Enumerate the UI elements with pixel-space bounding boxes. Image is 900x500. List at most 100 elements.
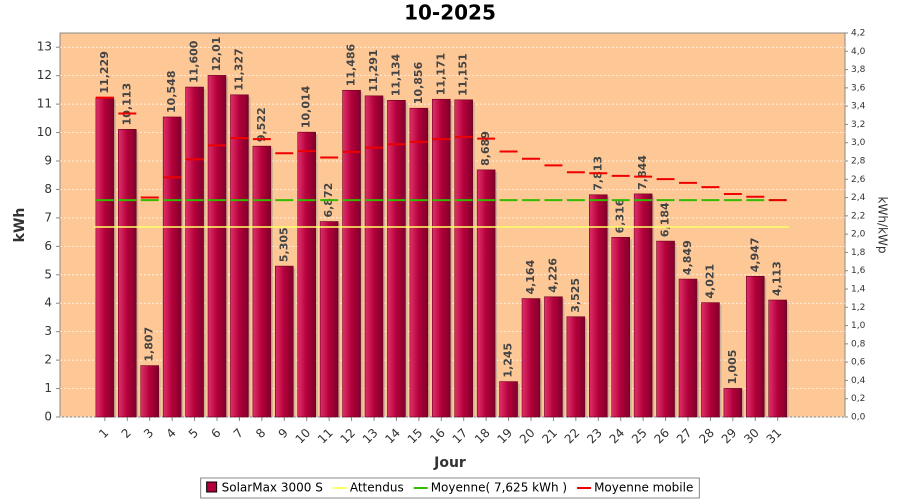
value-label: 11,151: [457, 53, 470, 95]
value-label: 10,113: [120, 83, 133, 125]
bar: [476, 169, 496, 418]
x-tick-label: 15: [405, 426, 426, 447]
value-label: 7,844: [636, 155, 649, 190]
y2-tick-label: 3,6: [851, 83, 866, 93]
value-label: 3,525: [569, 278, 582, 313]
x-tick-label: 9: [276, 426, 291, 441]
value-label: 4,164: [524, 259, 537, 294]
bar: [633, 193, 653, 418]
value-label: 11,134: [389, 54, 402, 97]
y2-tick-label: 3,0: [851, 138, 866, 148]
y-tick-label: 13: [37, 40, 52, 54]
x-tick-label: 1: [96, 426, 111, 441]
x-tick-label: 4: [163, 426, 178, 441]
bar: [768, 299, 787, 418]
x-tick-label: 24: [607, 426, 628, 447]
bar: [364, 95, 384, 418]
bar: [409, 107, 429, 418]
y2-tick-label: 0,6: [851, 358, 866, 368]
bar: [140, 365, 159, 418]
value-label: 9,522: [255, 107, 268, 142]
bar: [342, 89, 361, 418]
value-label: 10,856: [412, 61, 425, 104]
value-label: 11,171: [434, 53, 447, 95]
x-tick-label: 16: [427, 426, 448, 447]
bar: [656, 240, 675, 418]
bar: [589, 194, 608, 418]
y2-tick-label: 4,2: [851, 29, 865, 39]
legend: SolarMax 3000 S Attendus Moyenne( 7,625 kW…: [200, 477, 700, 499]
x-axis-title: Jour: [433, 455, 466, 471]
y2-tick-label: 0,8: [851, 339, 866, 349]
bar: [499, 381, 518, 418]
y2-tick-label: 4,0: [851, 47, 866, 57]
value-label: 1,245: [502, 343, 515, 378]
y2-tick-label: 2,4: [851, 193, 866, 203]
y2-tick-label: 2,0: [851, 230, 866, 240]
x-tick-label: 19: [494, 426, 515, 447]
value-label: 4,849: [681, 240, 694, 275]
y2-tick-label: 3,4: [851, 102, 866, 112]
x-tick-label: 6: [208, 426, 223, 441]
y2-tick-label: 1,0: [851, 321, 866, 331]
value-label: 4,113: [771, 261, 784, 296]
y-tick-label: 5: [44, 267, 52, 281]
y-axis-title: kWh: [12, 208, 28, 243]
x-tick-label: 29: [719, 426, 740, 447]
y2-tick-label: 3,8: [851, 65, 866, 75]
x-tick-label: 25: [629, 426, 650, 447]
bar: [319, 221, 339, 418]
x-tick-label: 21: [539, 426, 560, 447]
x-tick-label: 23: [584, 426, 605, 447]
value-label: 1,807: [143, 327, 156, 362]
bar: [252, 145, 272, 418]
y2-tick-label: 1,8: [851, 248, 866, 258]
x-tick-label: 12: [337, 426, 358, 447]
bar: [544, 296, 563, 418]
value-label: 11,291: [367, 49, 380, 91]
y-tick-label: 7: [44, 210, 52, 224]
value-label: 1,005: [726, 350, 739, 385]
bar: [611, 237, 630, 418]
x-tick-label: 17: [450, 426, 471, 447]
chart-title: 10-2025: [404, 1, 496, 25]
x-tick-label: 2: [119, 426, 134, 441]
legend-box: [200, 477, 700, 499]
x-tick-label: 26: [651, 426, 672, 447]
y-tick-label: 9: [44, 154, 52, 168]
bar: [95, 97, 115, 418]
bar: [230, 94, 249, 418]
value-label: 11,486: [345, 43, 358, 86]
legend-label: SolarMax 3000 S: [222, 481, 323, 495]
legend-label: Moyenne mobile: [594, 481, 693, 495]
value-label: 10,014: [300, 85, 313, 128]
bar: [297, 131, 316, 418]
x-tick-label: 31: [764, 426, 785, 447]
y-tick-label: 0: [44, 410, 52, 424]
x-tick-label: 3: [141, 426, 156, 441]
value-label: 4,226: [546, 258, 559, 293]
y2-tick-label: 2,2: [851, 211, 865, 221]
value-label: 10,548: [165, 71, 178, 113]
y2-tick-label: 3,2: [851, 120, 865, 130]
value-label: 4,947: [748, 237, 761, 272]
x-tick-label: 8: [253, 426, 268, 441]
value-label: 11,229: [98, 51, 111, 93]
x-tick-label: 30: [741, 426, 762, 447]
y2-tick-label: 2,6: [851, 175, 866, 185]
y-tick-label: 10: [37, 125, 52, 139]
bar: [162, 116, 182, 418]
value-label: 5,305: [277, 227, 290, 262]
bar: [387, 99, 406, 418]
value-label: 11,327: [232, 48, 245, 90]
bar: [566, 316, 586, 418]
y2-axis-title: kWh/kWp: [876, 197, 890, 254]
y-tick-label: 3: [44, 324, 52, 338]
x-tick-label: 14: [382, 426, 403, 447]
bar: [701, 302, 720, 418]
x-tick-label: 18: [472, 426, 493, 447]
value-label: 11,600: [188, 40, 201, 83]
bar: [118, 129, 137, 418]
bar: [275, 265, 294, 418]
